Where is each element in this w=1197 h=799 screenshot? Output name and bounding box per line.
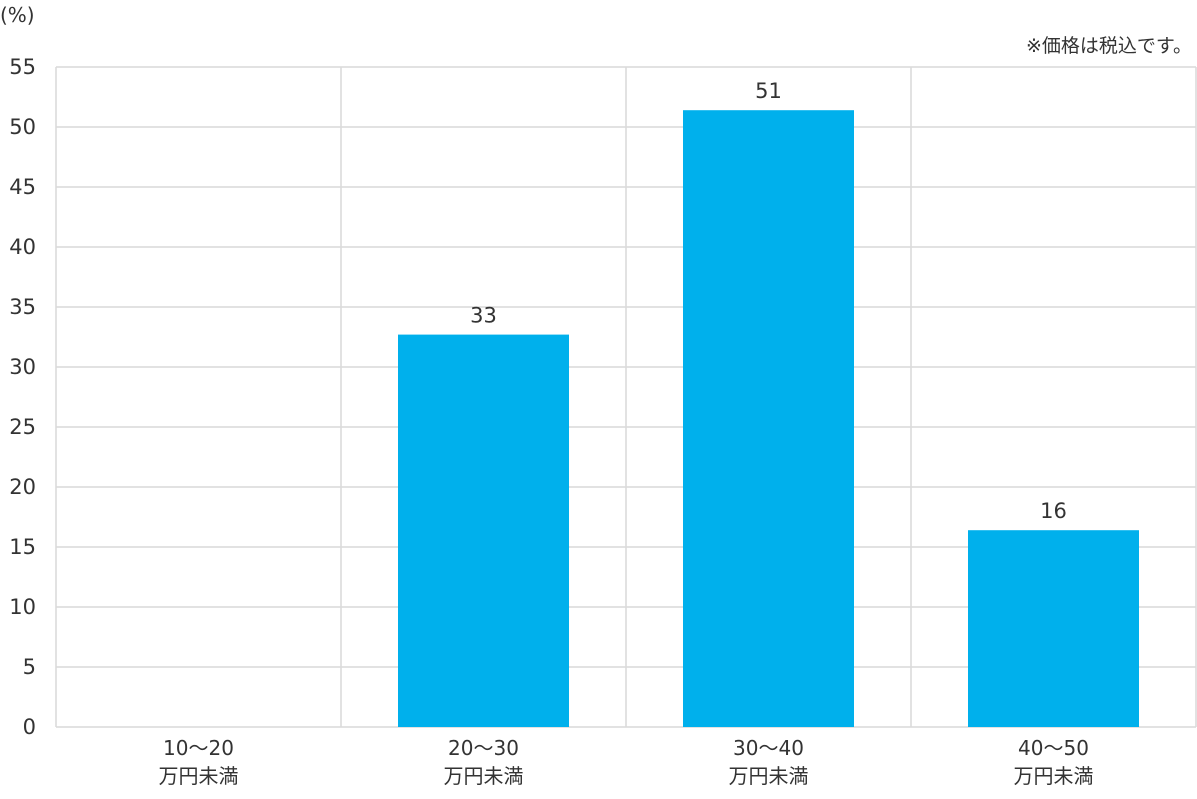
data-label-1: 33: [470, 304, 497, 328]
y-tick-label-10: 50: [9, 115, 36, 139]
y-axis-ticks: 0 5 10 15 20 25 30 35 40 45 50 55: [9, 55, 36, 739]
x-tick-label-1-line-1: 万円未満: [444, 764, 524, 788]
x-axis-labels: 10〜20 万円未満 20〜30 万円未満 30〜40 万円未満 40〜50 万円未満: [159, 736, 1094, 788]
y-tick-label-3: 15: [9, 535, 36, 559]
y-tick-label-7: 35: [9, 295, 36, 319]
x-tick-label-0-line-1: 万円未満: [159, 764, 239, 788]
data-labels: 33 51 16: [470, 79, 1067, 523]
y-tick-label-11: 55: [9, 55, 36, 79]
y-tick-label-2: 10: [9, 595, 36, 619]
y-tick-label-6: 30: [9, 355, 36, 379]
x-tick-label-2-line-0: 30〜40: [733, 736, 804, 760]
bar-1: [398, 334, 569, 727]
x-tick-label-0-line-0: 10〜20: [163, 736, 234, 760]
price-note: ※価格は税込です。: [1026, 35, 1192, 57]
bars: [398, 110, 1139, 727]
y-unit-label: (%): [0, 3, 35, 27]
y-tick-label-0: 0: [23, 715, 36, 739]
y-tick-label-5: 25: [9, 415, 36, 439]
y-tick-label-1: 5: [23, 655, 36, 679]
y-tick-label-4: 20: [9, 475, 36, 499]
x-tick-label-3-line-0: 40〜50: [1018, 736, 1089, 760]
y-tick-label-8: 40: [9, 235, 36, 259]
bar-2: [683, 110, 854, 727]
y-tick-label-9: 45: [9, 175, 36, 199]
x-tick-label-3-line-1: 万円未満: [1014, 764, 1094, 788]
data-label-3: 16: [1040, 499, 1067, 523]
x-tick-label-1-line-0: 20〜30: [448, 736, 519, 760]
data-label-2: 51: [755, 79, 782, 103]
x-tick-label-2-line-1: 万円未満: [729, 764, 809, 788]
bar-3: [968, 530, 1139, 727]
grid: [55, 66, 1197, 728]
